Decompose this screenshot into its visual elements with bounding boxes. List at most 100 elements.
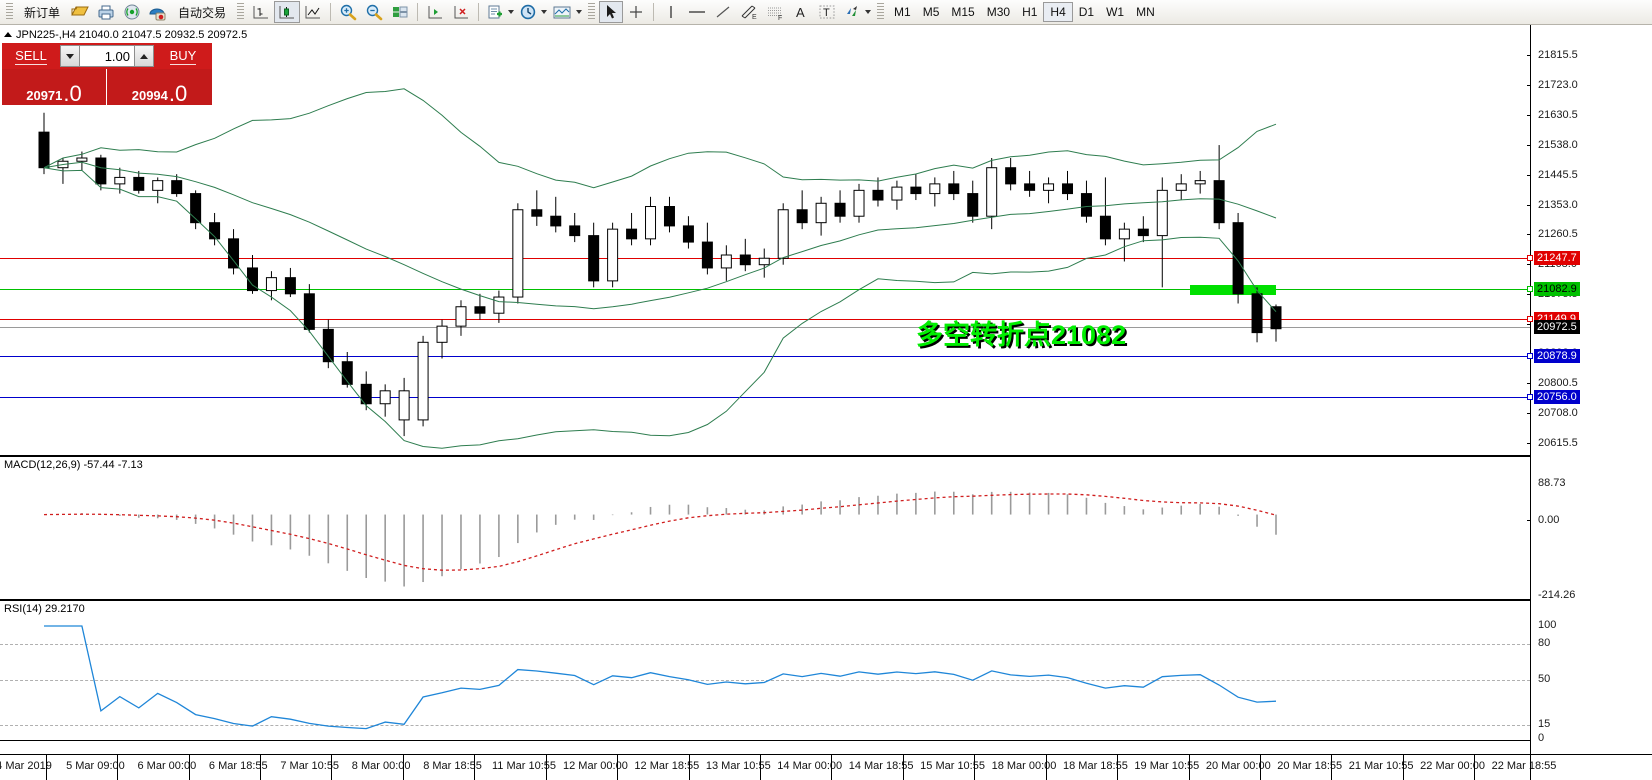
time-label: 8 Mar 00:00 <box>351 760 411 772</box>
timeframe-m5[interactable]: M5 <box>922 5 940 19</box>
svg-text:A: A <box>796 5 805 20</box>
fibonacci-icon[interactable]: F <box>762 1 788 23</box>
level-handle[interactable] <box>1527 286 1533 292</box>
level-line-21149[interactable] <box>0 319 1530 320</box>
price-tick: 21353.0 <box>1527 199 1578 211</box>
candlestick-chart-icon[interactable] <box>274 1 301 23</box>
bar-chart-icon[interactable] <box>248 1 274 23</box>
toolbar-grip-4[interactable] <box>877 3 885 21</box>
chart-window[interactable]: 多空转折点21082 JPN225-,H4 21040.0 21047.5 20… <box>0 25 1652 780</box>
sell-button[interactable]: SELL <box>2 43 60 69</box>
timeframe-group: M1 M5 M15 M30 H1 H4 D1 W1 MN <box>888 2 1161 22</box>
symbol-info-line: JPN225-,H4 21040.0 21047.5 20932.5 20972… <box>4 29 247 41</box>
time-tick <box>760 755 761 780</box>
text-icon[interactable]: A <box>788 1 814 23</box>
print-icon[interactable] <box>93 1 119 23</box>
volume-stepper[interactable]: 1.00 <box>60 43 154 69</box>
timeframe-m1[interactable]: M1 <box>894 5 911 19</box>
price-tag-20972-5[interactable]: 20972.5 <box>1534 320 1580 334</box>
time-tick <box>974 755 976 780</box>
time-label: 22 Mar 00:00 <box>1420 760 1485 772</box>
indicators-icon[interactable] <box>549 1 584 23</box>
time-tick <box>831 755 833 780</box>
signal-icon[interactable] <box>119 1 145 23</box>
one-click-trading-panel[interactable]: SELL 1.00 BUY 20971.0 20994.0 <box>2 43 212 105</box>
autotrade-button[interactable]: 自动交易 <box>171 1 233 23</box>
price-tag-20878-9[interactable]: 20878.9 <box>1534 349 1580 363</box>
new-chart-icon[interactable] <box>483 1 516 23</box>
chart-annotation: 多空转折点21082 <box>916 320 1127 350</box>
toolbar-grip[interactable] <box>6 3 13 21</box>
time-label: 11 Mar 10:55 <box>491 760 557 772</box>
chevron-down-icon[interactable] <box>508 10 515 14</box>
triangle-icon <box>4 32 12 37</box>
time-label: 18 Mar 18:55 <box>1063 760 1128 772</box>
time-label: 18 Mar 00:00 <box>991 760 1057 772</box>
zoom-out-icon[interactable] <box>361 1 387 23</box>
time-label: 22 Mar 18:55 <box>1491 760 1557 772</box>
rsi-axis-tick: 50 <box>1538 673 1551 685</box>
equidistant-channel-icon[interactable]: E <box>736 1 762 23</box>
cursor-icon[interactable] <box>599 1 624 23</box>
line-chart-icon[interactable] <box>300 1 326 23</box>
crosshair-icon[interactable] <box>623 1 649 23</box>
time-axis[interactable]: 4 Mar 2019 5 Mar 09:00 6 Mar 00:00 6 Mar 18… <box>0 754 1652 780</box>
level-handle[interactable] <box>1527 394 1533 400</box>
timeframe-w1[interactable]: W1 <box>1106 5 1125 19</box>
price-tick: 20800.5 <box>1527 377 1578 389</box>
arrows-icon[interactable] <box>840 1 873 23</box>
auto-scroll-icon[interactable] <box>448 1 474 23</box>
chevron-down-icon-3[interactable] <box>576 10 583 14</box>
time-tick <box>331 755 333 780</box>
price-tick: 21630.5 <box>1527 109 1578 121</box>
time-tick <box>545 755 547 780</box>
level-line-20756[interactable] <box>0 397 1530 398</box>
price-tick: 20708.0 <box>1527 407 1578 419</box>
level-line-20878[interactable] <box>0 356 1530 357</box>
timeframe-h4[interactable]: H4 <box>1043 2 1073 22</box>
period-icon[interactable] <box>516 1 549 23</box>
price-tag-21082-9[interactable]: 21082.9 <box>1534 282 1580 296</box>
price-tick: 20615.5 <box>1527 437 1578 449</box>
timeframe-m30[interactable]: M30 <box>986 5 1011 19</box>
timeframe-d1[interactable]: D1 <box>1078 5 1095 19</box>
toolbar-grip-3[interactable] <box>588 3 596 21</box>
timeframe-m15[interactable]: M15 <box>951 5 975 19</box>
vertical-line-icon[interactable] <box>658 1 684 23</box>
new-order-button[interactable]: 新订单 <box>17 1 67 23</box>
chevron-down-icon-2[interactable] <box>541 10 548 14</box>
ask-price[interactable]: 20994.0 <box>107 69 212 105</box>
folder-icon[interactable] <box>67 1 93 23</box>
price-axis[interactable]: 21815.5 21723.0 21630.5 21538.0 21445.5 21353… <box>1527 25 1652 754</box>
level-line-21082[interactable] <box>0 289 1530 290</box>
price-tag-20756-0[interactable]: 20756.0 <box>1534 390 1580 404</box>
tile-windows-icon[interactable] <box>387 1 413 23</box>
zoom-in-icon[interactable] <box>335 1 361 23</box>
ask-price-frac: .0 <box>168 81 188 106</box>
autotrade-label: 自动交易 <box>178 5 227 20</box>
price-tag-21247-7[interactable]: 21247.7 <box>1534 251 1580 265</box>
chevron-down-icon-4[interactable] <box>865 10 872 14</box>
buy-button[interactable]: BUY <box>154 43 212 69</box>
volume-increase-button[interactable] <box>134 45 154 67</box>
volume-decrease-button[interactable] <box>60 45 80 67</box>
bid-price[interactable]: 20971.0 <box>2 69 107 105</box>
time-label: 14 Mar 00:00 <box>777 760 843 772</box>
level-handle[interactable] <box>1527 316 1533 322</box>
chart-shift-icon[interactable] <box>422 1 448 23</box>
timeframe-mn[interactable]: MN <box>1136 5 1155 19</box>
level-handle[interactable] <box>1527 255 1533 261</box>
time-tick <box>1331 755 1333 780</box>
text-label-icon[interactable]: T <box>814 1 840 23</box>
volume-input[interactable]: 1.00 <box>80 45 134 67</box>
level-handle[interactable] <box>1527 353 1533 359</box>
expert-advisor-icon[interactable] <box>145 1 171 23</box>
horizontal-line-icon[interactable] <box>684 1 710 23</box>
bid-price-main: 20971 <box>26 88 63 103</box>
trendline-icon[interactable] <box>710 1 736 23</box>
timeframe-h1[interactable]: H1 <box>1022 5 1038 19</box>
price-tick: 21815.5 <box>1527 49 1578 61</box>
time-tick <box>474 755 476 780</box>
price-pane[interactable]: 多空转折点21082 JPN225-,H4 21040.0 21047.5 20… <box>0 25 1530 754</box>
toolbar-grip-2[interactable] <box>237 3 245 21</box>
